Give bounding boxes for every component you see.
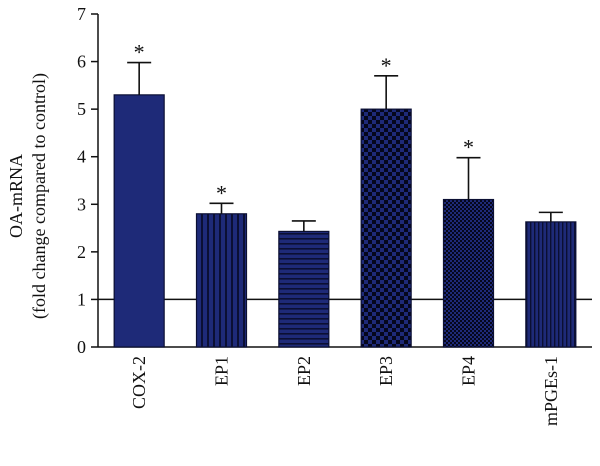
y-axis-label-line1: OA-mRNA xyxy=(6,154,26,238)
bar-ep1 xyxy=(195,213,248,348)
x-tick-label: COX-2 xyxy=(129,356,149,409)
y-tick-label: 4 xyxy=(77,147,86,167)
x-tick-label: EP1 xyxy=(212,356,232,386)
x-tick-label: EP4 xyxy=(459,356,479,386)
bar-ep4 xyxy=(442,198,495,348)
y-tick-label: 7 xyxy=(77,4,86,24)
bar-ep2 xyxy=(278,230,330,348)
y-tick-label: 2 xyxy=(77,242,86,262)
significance-star: * xyxy=(216,180,227,205)
significance-star: * xyxy=(381,53,392,78)
y-tick-label: 5 xyxy=(77,99,86,119)
y-tick-label: 6 xyxy=(77,52,86,72)
significance-star: * xyxy=(134,40,145,65)
axes xyxy=(97,14,592,348)
significance-markers: * * * * xyxy=(134,40,474,206)
error-bars xyxy=(127,61,563,232)
bars xyxy=(113,94,577,348)
x-tick-label: EP2 xyxy=(294,356,314,386)
y-axis-label: OA-mRNA (fold change compared to control… xyxy=(6,73,50,319)
x-tick-labels: COX-2 EP1 EP2 EP3 EP4 mPGEs-1 xyxy=(129,356,561,426)
x-tick-label: EP3 xyxy=(376,356,396,386)
y-axis-label-line2: (fold change compared to control) xyxy=(29,73,50,319)
bar-cox-2 xyxy=(113,94,165,348)
y-tick-label: 0 xyxy=(77,337,86,357)
x-tick-label: mPGEs-1 xyxy=(541,356,561,426)
y-ticks: 0 1 2 3 4 5 6 7 xyxy=(77,4,98,357)
y-tick-label: 3 xyxy=(77,194,86,214)
y-tick-label: 1 xyxy=(77,289,86,309)
bar-mpges-1 xyxy=(525,221,577,348)
significance-star: * xyxy=(463,135,474,160)
bar-ep3 xyxy=(360,108,412,348)
